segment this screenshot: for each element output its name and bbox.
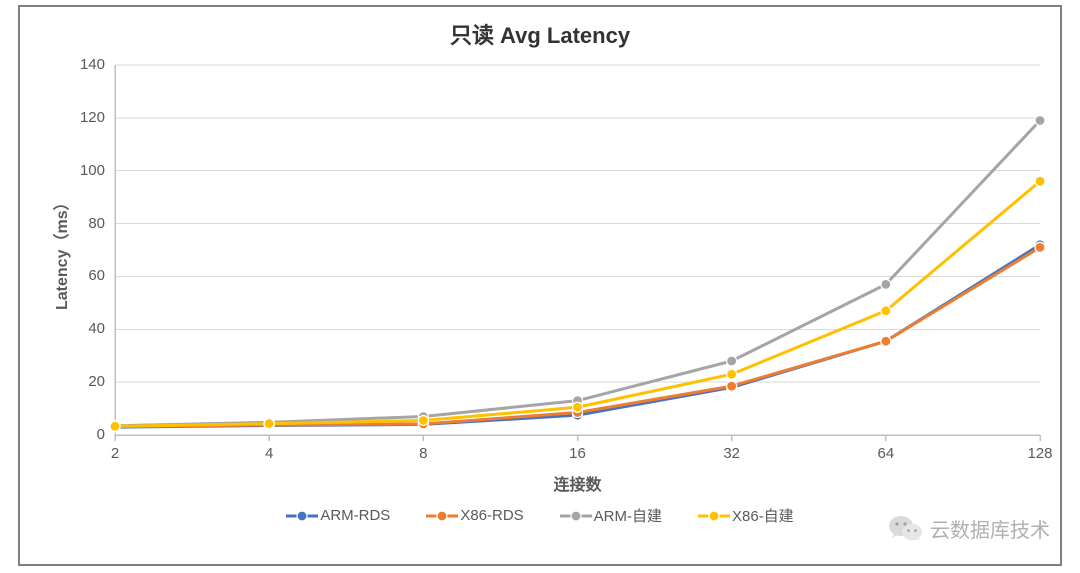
x-tick-label: 4 (249, 445, 289, 462)
y-tick-label: 120 (80, 109, 105, 126)
watermark: 云数据库技术 (888, 513, 1050, 543)
x-tick-label: 16 (558, 445, 598, 462)
legend-swatch (698, 509, 730, 523)
chart-frame: 只读 Avg Latency Latency（ms） 连接数 ARM-RDSX8… (0, 0, 1080, 573)
y-tick-label: 0 (97, 426, 105, 443)
legend-label: X86-RDS (460, 507, 523, 524)
y-tick-label: 40 (88, 320, 105, 337)
legend-label: ARM-RDS (320, 507, 390, 524)
x-tick-label: 32 (712, 445, 752, 462)
y-tick-label: 100 (80, 162, 105, 179)
y-axis-label: Latency（ms） (48, 194, 72, 310)
x-tick-label: 64 (866, 445, 906, 462)
legend-item: X86-RDS (426, 507, 523, 524)
y-tick-label: 80 (88, 215, 105, 232)
legend-label: X86-自建 (732, 505, 794, 526)
legend-swatch (426, 509, 458, 523)
x-tick-label: 8 (403, 445, 443, 462)
legend-label: ARM-自建 (594, 505, 662, 526)
y-tick-label: 20 (88, 373, 105, 390)
legend-item: ARM-自建 (560, 505, 662, 526)
x-tick-label: 128 (1020, 445, 1060, 462)
wechat-icon (888, 513, 924, 543)
legend-item: X86-自建 (698, 505, 794, 526)
y-tick-label: 60 (88, 267, 105, 284)
watermark-text: 云数据库技术 (930, 514, 1050, 543)
legend-item: ARM-RDS (286, 507, 390, 524)
legend-swatch (286, 509, 318, 523)
legend-swatch (560, 509, 592, 523)
y-tick-label: 140 (80, 56, 105, 73)
x-axis-label: 连接数 (115, 471, 1040, 495)
x-tick-label: 2 (95, 445, 135, 462)
